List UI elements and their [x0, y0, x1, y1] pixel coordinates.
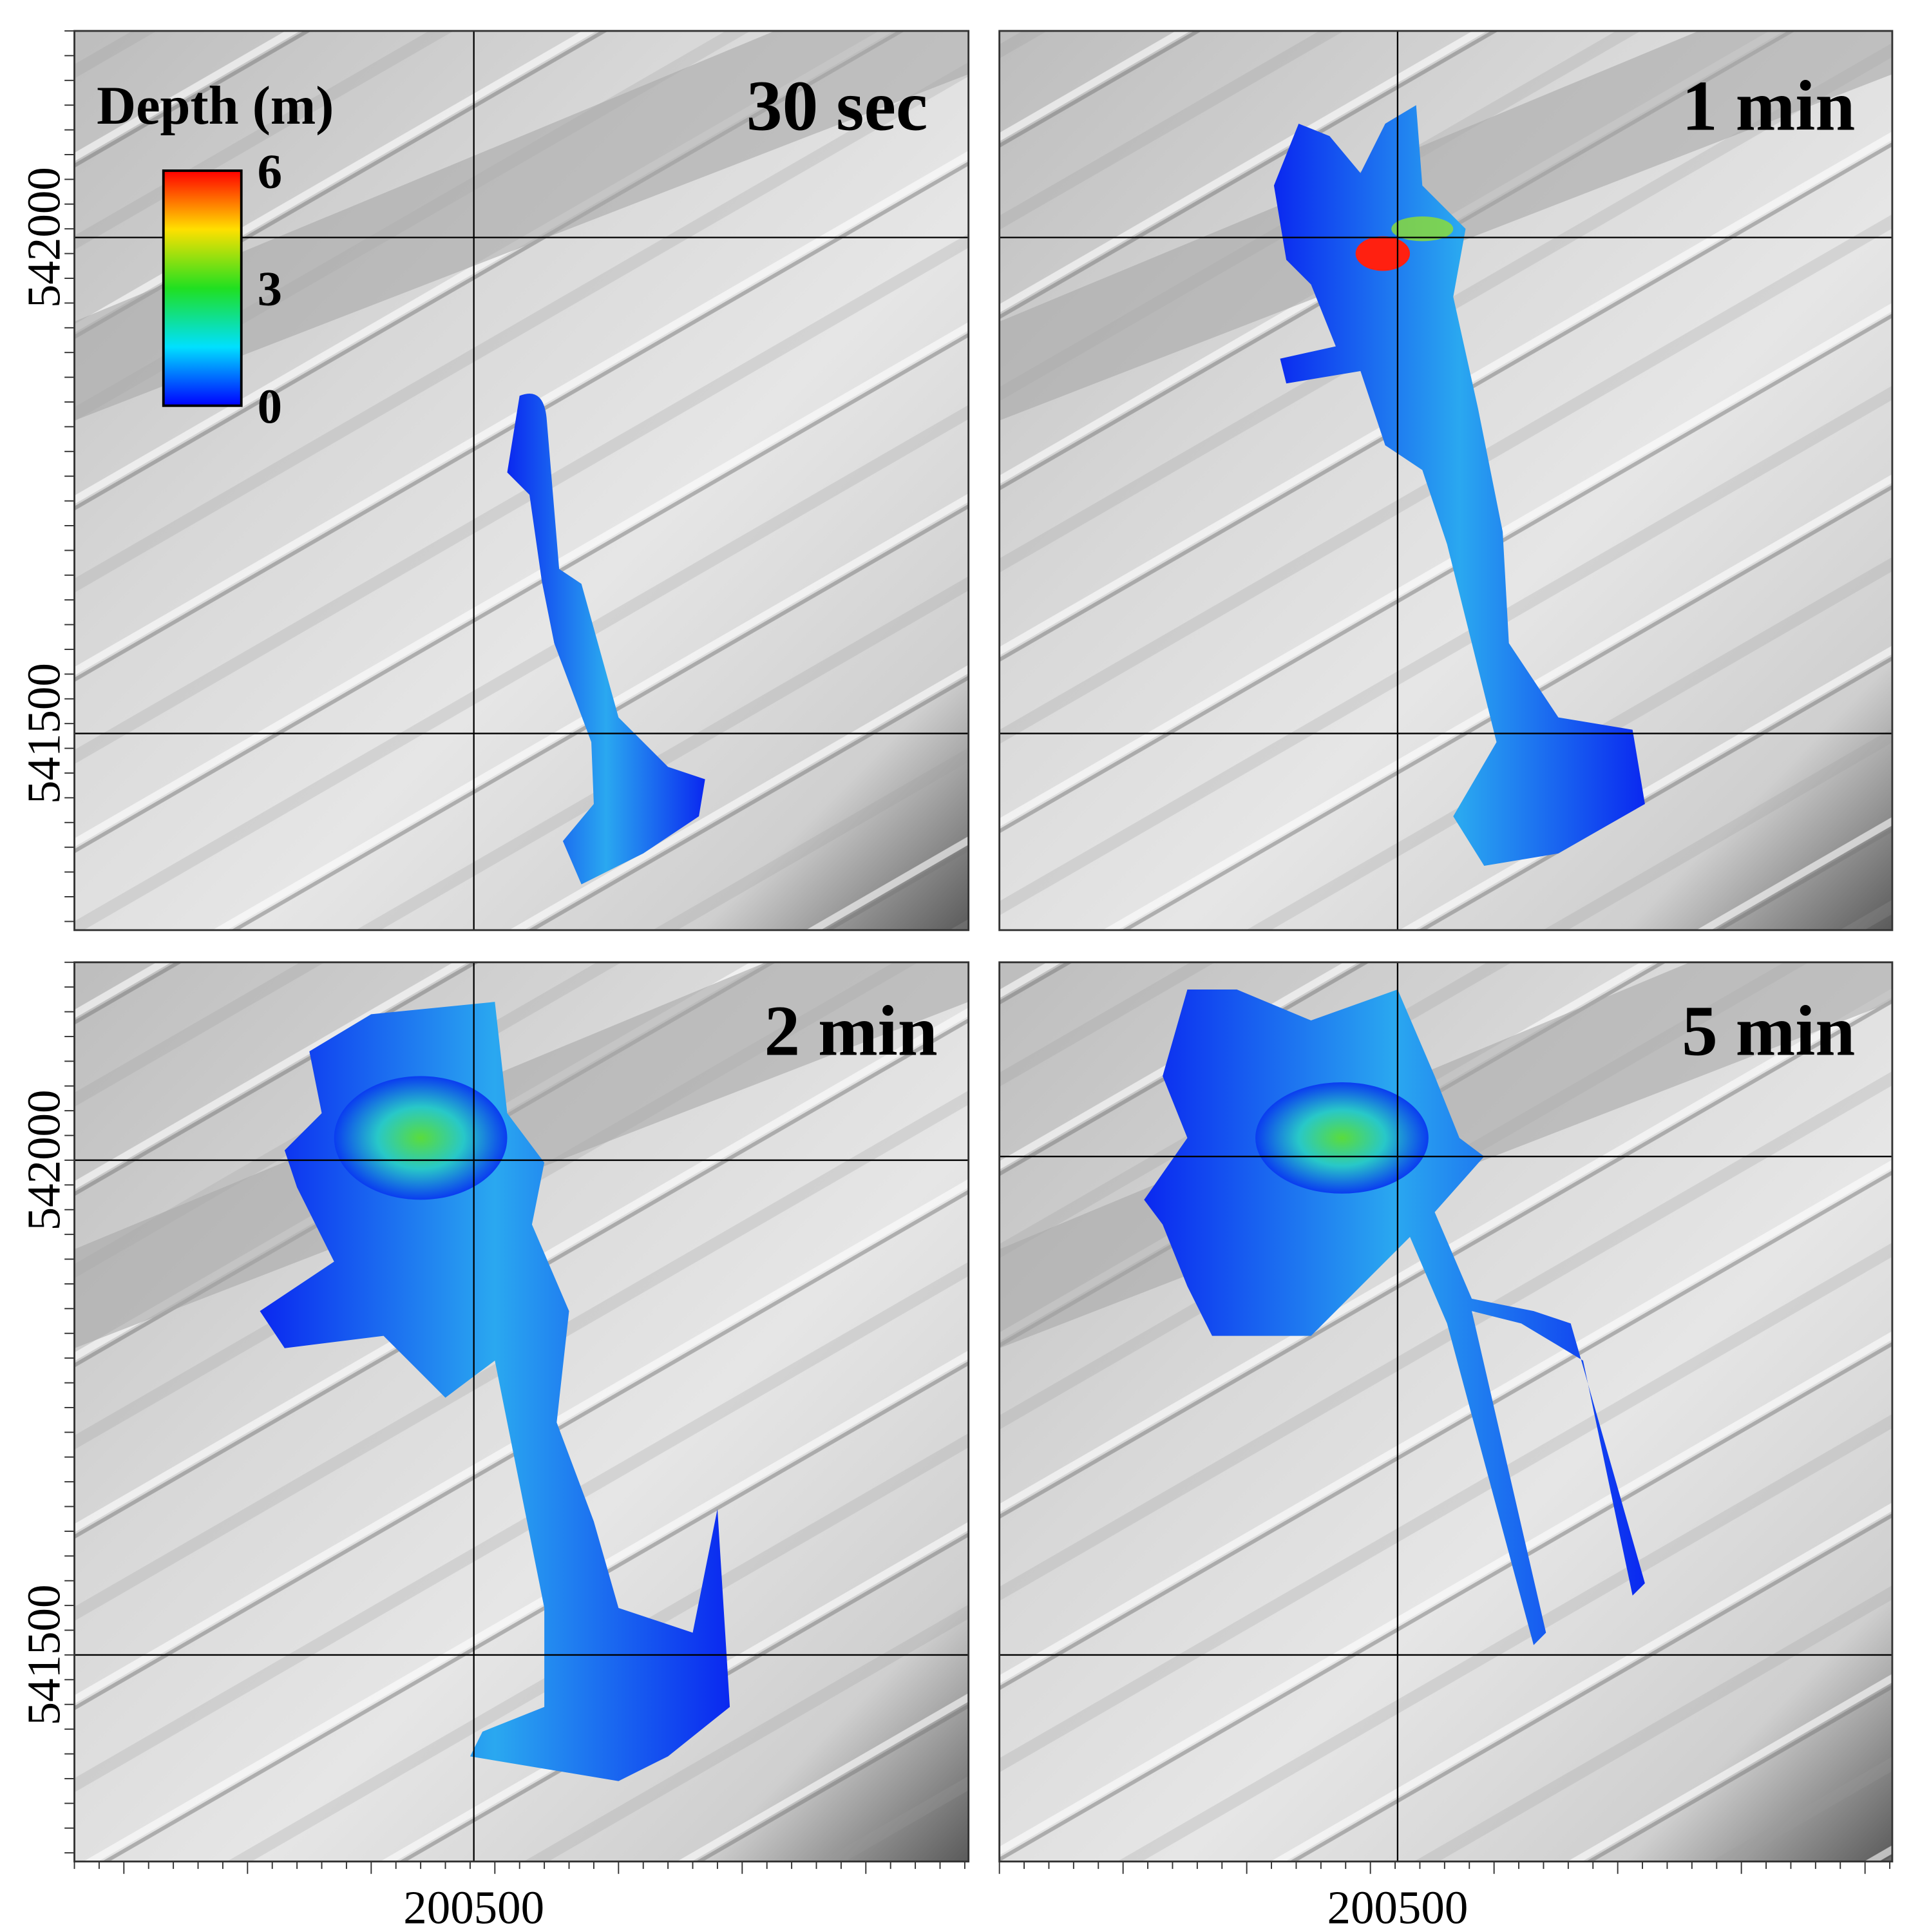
panel-3	[74, 962, 969, 1862]
panel-label: 5 min	[1682, 992, 1855, 1071]
panel-4	[999, 962, 1892, 1862]
y-axis-label: 542000	[17, 167, 70, 308]
y-axis-label: 542000	[17, 1090, 70, 1231]
colorbar	[162, 169, 243, 407]
y-axis-label: 541500	[17, 663, 70, 804]
legend-title: Depth (m)	[97, 76, 334, 136]
colorbar-tick-label: 6	[258, 144, 282, 199]
y-axis-label: 541500	[17, 1585, 70, 1726]
colorbar-tick-label: 0	[258, 379, 282, 434]
legend: Depth (m) 6 3 0	[97, 76, 334, 434]
panel-2	[999, 30, 1892, 930]
panel-label: 1 min	[1682, 67, 1855, 146]
panel-label: 2 min	[765, 992, 938, 1071]
panel-label: 30 sec	[746, 67, 927, 146]
frames	[73, 30, 1894, 1863]
x-axis-label: 200500	[1327, 1882, 1468, 1932]
axis-ticks	[64, 30, 1891, 1874]
colorbar-tick-label: 3	[258, 262, 282, 316]
x-axis-label: 200500	[403, 1882, 544, 1932]
